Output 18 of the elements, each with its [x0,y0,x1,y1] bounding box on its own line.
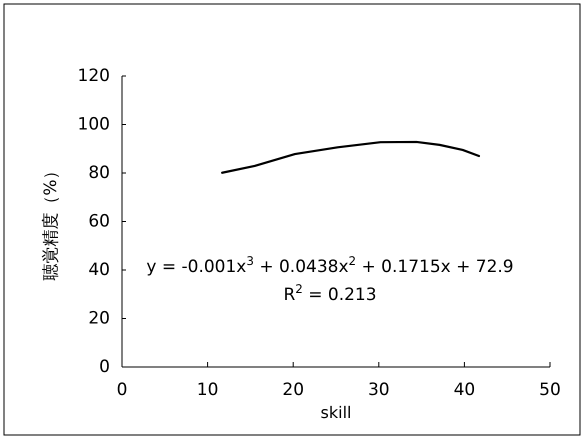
x-tick-label: 0 [116,380,128,400]
x-tick-label: 30 [368,380,390,400]
x-tick-label: 40 [454,380,476,400]
line-series [221,140,480,174]
y-tick-label: 120 [78,66,110,86]
y-tick-label: 20 [88,308,110,328]
y-tick-label: 40 [88,260,110,280]
y-tick-label: 60 [88,212,110,232]
y-tick-label: 0 [99,357,110,377]
y-tick-label: 80 [88,163,110,183]
x-tick-label: 20 [282,380,304,400]
x-tick-label: 50 [539,380,561,400]
annotation: R$^{2}$ = 0.213 [283,282,377,305]
annotation: y = -0.001x$^{3}$ + 0.0438x$^{2}$ + 0.1715x + 72.9 [146,254,514,277]
y-tick-label: 100 [78,114,110,134]
x-axis-title: skill [320,403,352,422]
x-tick-label: 10 [196,380,218,400]
y-axis-title: 聴覚精度（%） [41,162,61,281]
